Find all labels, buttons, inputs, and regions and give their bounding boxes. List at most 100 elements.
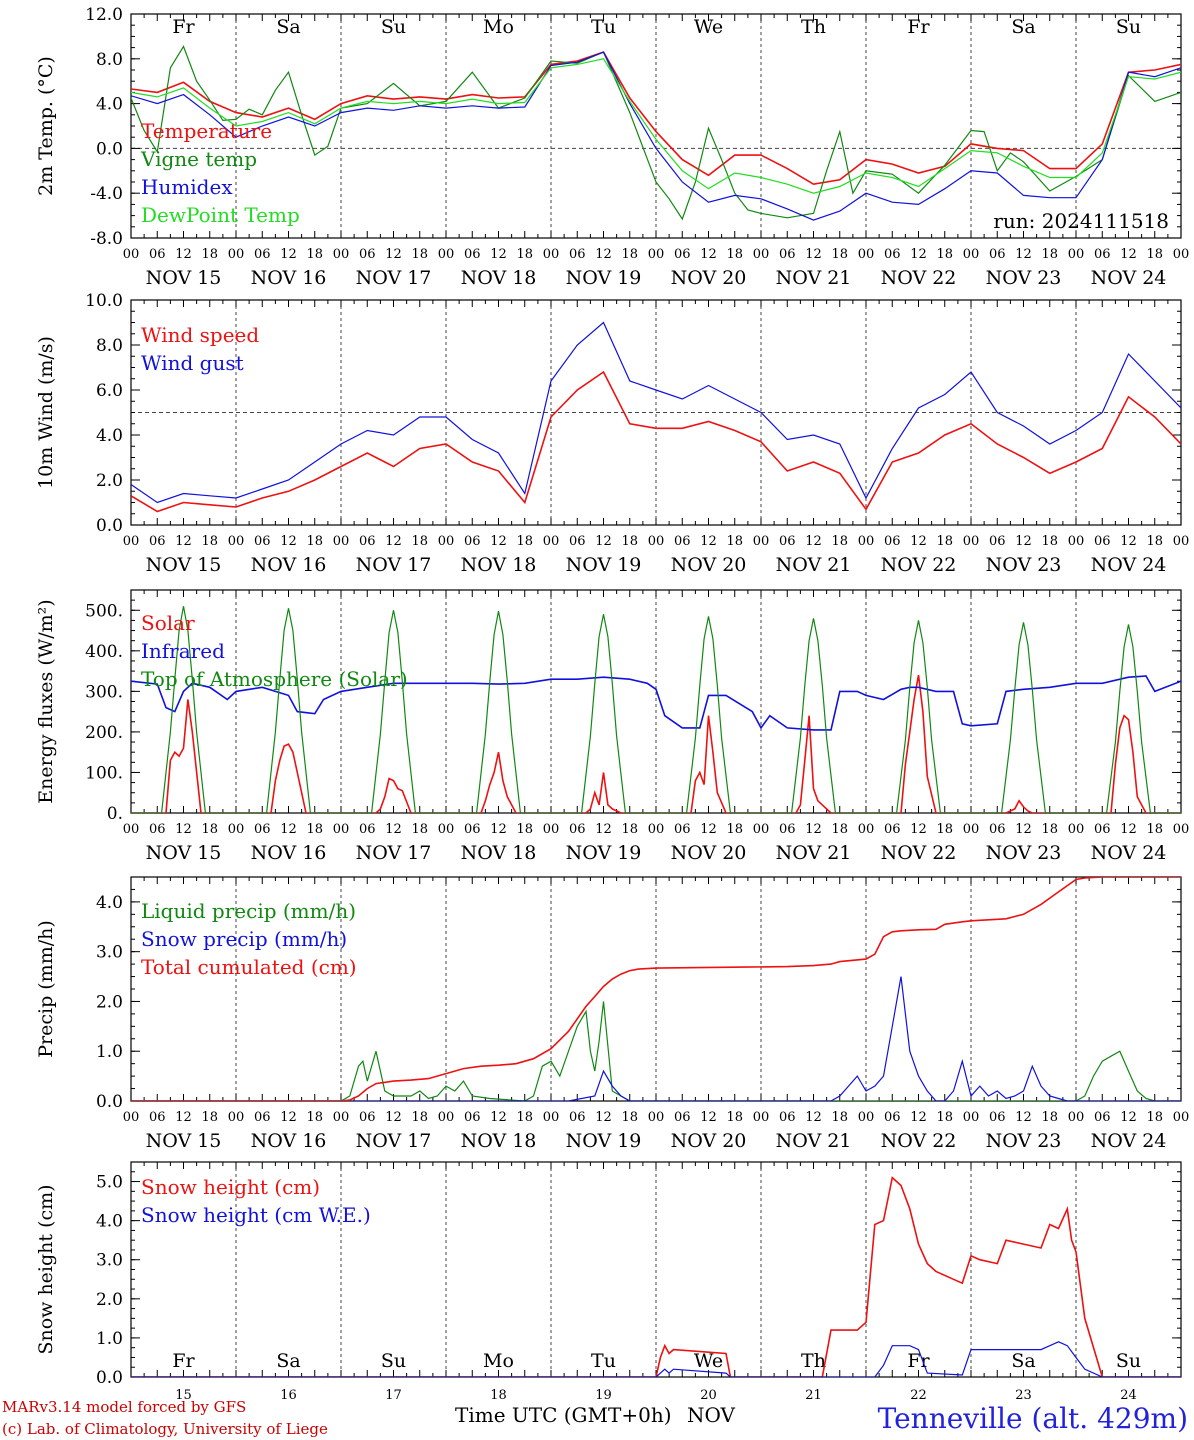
y-tick-label: 0.0	[96, 1368, 123, 1388]
hour-tick-label: 00	[1068, 534, 1085, 549]
y-tick-label: 100.	[85, 763, 123, 783]
hour-tick-label: 00	[753, 822, 770, 837]
hour-tick-label: 00	[1173, 822, 1190, 837]
y-tick-label: 0.0	[96, 1092, 123, 1112]
hour-tick-label: 12	[175, 1110, 192, 1125]
hour-tick-label: 00	[123, 534, 140, 549]
hour-tick-label: 06	[884, 1110, 901, 1125]
hour-tick-label: 06	[779, 1110, 796, 1125]
hour-tick-label: 18	[621, 534, 638, 549]
hour-tick-label: 06	[149, 247, 166, 262]
day-abbr-label: Fr	[172, 1350, 195, 1372]
hour-tick-label: 18	[1146, 534, 1163, 549]
legend-entry: Snow precip (mm/h)	[141, 927, 347, 951]
legend-entry: Top of Atmosphere (Solar)	[141, 667, 408, 691]
hour-tick-label: 06	[359, 534, 376, 549]
hour-tick-label: 12	[280, 534, 297, 549]
model-credit: MARv3.14 model forced by GFS	[2, 1398, 246, 1416]
panel-5: 5.0 4.0 3.0 2.0 1.0 0.0 Snow height (cm) Fr Sa Su…	[35, 1161, 1182, 1403]
date-label: NOV 24	[1091, 842, 1167, 864]
hour-tick-label: 12	[910, 534, 927, 549]
date-label: NOV 20	[671, 267, 747, 289]
hour-tick-label: 18	[726, 247, 743, 262]
date-label: NOV 17	[356, 842, 432, 864]
series-line-infrared	[131, 675, 1181, 731]
hour-tick-label: 00	[753, 1110, 770, 1125]
hour-tick-label: 18	[411, 534, 428, 549]
hour-tick-label: 06	[779, 534, 796, 549]
y-tick-label: 8.0	[96, 336, 123, 356]
hour-tick-label: 18	[1041, 822, 1058, 837]
legend-entry: Infrared	[141, 639, 225, 663]
date-label: NOV 19	[566, 554, 642, 576]
date-label: NOV 23	[986, 267, 1062, 289]
hour-tick-label: 18	[621, 247, 638, 262]
hour-tick-label: 18	[621, 1110, 638, 1125]
hour-tick-label: 06	[1094, 534, 1111, 549]
hour-tick-label: 00	[963, 1110, 980, 1125]
day-abbr-label: Fr	[907, 16, 930, 38]
hour-tick-label: 18	[1041, 247, 1058, 262]
legend-entry: Wind speed	[141, 323, 259, 347]
hour-tick-label: 06	[989, 1110, 1006, 1125]
hour-tick-label: 12	[175, 822, 192, 837]
y-tick-label: 4.0	[96, 426, 123, 446]
hour-tick-label: 12	[910, 247, 927, 262]
hour-tick-label: 00	[1173, 534, 1190, 549]
hour-tick-label: 12	[805, 247, 822, 262]
day-abbr-label: Mo	[483, 16, 514, 38]
day-number-label: 20	[700, 1388, 717, 1403]
hour-tick-label: 06	[884, 247, 901, 262]
legend-entry: Snow height (cm)	[141, 1175, 320, 1199]
hour-tick-label: 12	[1120, 822, 1137, 837]
hour-tick-label: 18	[936, 534, 953, 549]
y-axis-label: Precip (mm/h)	[35, 920, 57, 1058]
y-tick-label: 3.0	[96, 943, 123, 963]
date-label: NOV 20	[671, 1130, 747, 1152]
day-abbr-label: Su	[381, 1350, 406, 1372]
date-label: NOV 18	[461, 842, 537, 864]
hour-tick-label: 00	[753, 247, 770, 262]
hour-tick-label: 18	[516, 247, 533, 262]
legend-entry: Liquid precip (mm/h)	[141, 899, 356, 923]
series-line-solar	[131, 674, 1181, 813]
date-label: NOV 21	[776, 842, 852, 864]
y-tick-label: -8.0	[90, 229, 123, 249]
hour-tick-label: 18	[831, 534, 848, 549]
date-label: NOV 15	[146, 842, 222, 864]
hour-tick-label: 06	[149, 1110, 166, 1125]
date-label: NOV 16	[251, 267, 327, 289]
day-abbr-label: Fr	[907, 1350, 930, 1372]
y-tick-label: -4.0	[90, 184, 123, 204]
day-number-label: 16	[280, 1388, 297, 1403]
legend-entry: Snow height (cm W.E.)	[141, 1203, 371, 1227]
date-label: NOV 15	[146, 1130, 222, 1152]
hour-tick-label: 12	[700, 1110, 717, 1125]
date-label: NOV 22	[881, 267, 957, 289]
y-tick-label: 12.0	[85, 5, 123, 25]
hour-tick-label: 00	[963, 247, 980, 262]
run-label: run: 2024111518	[993, 209, 1169, 233]
day-number-label: 22	[910, 1388, 927, 1403]
y-tick-label: 2.0	[96, 1290, 123, 1310]
hour-tick-label: 18	[936, 247, 953, 262]
series-line-vigne-temp	[131, 45, 1181, 221]
date-label: NOV 15	[146, 554, 222, 576]
hour-tick-label: 18	[516, 534, 533, 549]
hour-tick-label: 12	[385, 247, 402, 262]
day-number-label: 21	[805, 1388, 822, 1403]
hour-tick-label: 00	[228, 534, 245, 549]
panel-4: 4.0 3.0 2.0 1.0 0.0 Precip (mm/h) 00 06 12 18 NOV …	[35, 876, 1189, 1152]
hour-tick-label: 12	[1015, 822, 1032, 837]
panel-2: 10.0 8.0 6.0 4.0 2.0 0.0 10m Wind (m/s) 00 06 12 1…	[35, 291, 1189, 576]
hour-tick-label: 00	[228, 247, 245, 262]
hour-tick-label: 18	[1146, 247, 1163, 262]
y-tick-label: 4.0	[96, 95, 123, 115]
series-line-snow-precip-mm-h	[131, 976, 1181, 1101]
lab-credit: (c) Lab. of Climatology, University of L…	[2, 1420, 328, 1438]
date-label: NOV 15	[146, 267, 222, 289]
day-abbr-label: Su	[1116, 1350, 1141, 1372]
hour-tick-label: 12	[1015, 247, 1032, 262]
y-tick-label: 4.0	[96, 893, 123, 913]
date-label: NOV 18	[461, 267, 537, 289]
